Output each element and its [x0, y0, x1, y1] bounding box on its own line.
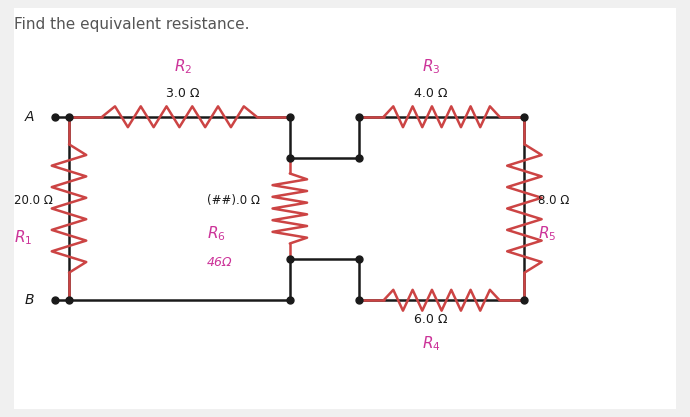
Text: Find the equivalent resistance.: Find the equivalent resistance. [14, 17, 249, 32]
Text: $R_3$: $R_3$ [422, 58, 440, 76]
Text: B: B [25, 293, 34, 307]
Text: 8.0 Ω: 8.0 Ω [538, 193, 569, 207]
Text: $R_4$: $R_4$ [422, 335, 441, 353]
Text: A: A [25, 110, 34, 124]
Text: $R_6$: $R_6$ [207, 224, 226, 243]
Text: 4.0 Ω: 4.0 Ω [415, 87, 448, 100]
Text: 46Ω: 46Ω [207, 256, 233, 269]
Text: 3.0 Ω: 3.0 Ω [166, 87, 199, 100]
Text: (##).0 Ω: (##).0 Ω [207, 193, 260, 207]
Text: $R_2$: $R_2$ [174, 58, 192, 76]
Text: 6.0 Ω: 6.0 Ω [415, 312, 448, 326]
Text: $R_5$: $R_5$ [538, 224, 557, 243]
Text: 20.0 Ω: 20.0 Ω [14, 193, 52, 207]
Text: $R_1$: $R_1$ [14, 229, 32, 247]
